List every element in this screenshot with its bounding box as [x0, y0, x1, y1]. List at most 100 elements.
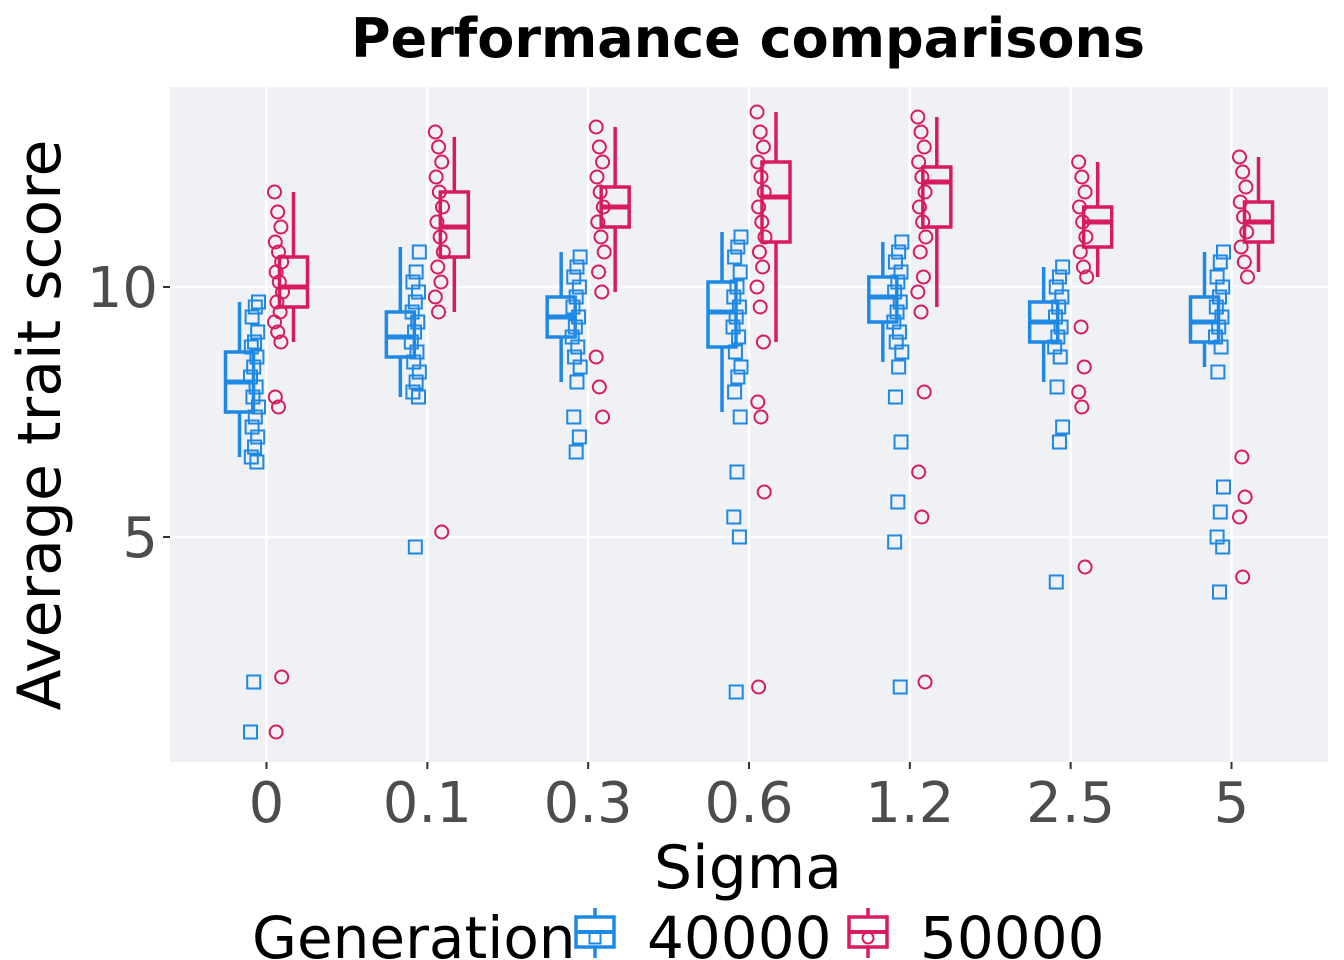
data-point — [249, 454, 265, 470]
data-point — [1215, 539, 1231, 555]
data-point — [429, 214, 445, 230]
data-point — [892, 294, 908, 310]
data-point — [407, 294, 423, 310]
data-point — [1078, 229, 1094, 245]
data-point — [590, 214, 606, 230]
data-point — [411, 244, 427, 260]
data-point — [751, 679, 767, 695]
legend-key-40000 — [574, 908, 616, 958]
data-point — [1233, 239, 1249, 255]
data-point — [1232, 149, 1247, 165]
data-point — [1053, 319, 1069, 335]
legend-key-50000 — [847, 908, 889, 958]
data-point — [894, 344, 910, 360]
data-point — [755, 139, 771, 155]
data-point — [428, 169, 444, 185]
data-point — [751, 244, 767, 260]
box — [921, 165, 953, 229]
data-point — [731, 329, 747, 345]
data-point — [733, 229, 749, 245]
data-point — [1237, 489, 1253, 505]
data-point — [1238, 179, 1254, 195]
data-point — [752, 299, 768, 315]
data-point — [267, 389, 283, 405]
data-point — [1232, 509, 1247, 525]
data-point — [887, 389, 903, 405]
data-point — [273, 334, 289, 350]
data-point — [271, 399, 286, 415]
data-point — [569, 374, 585, 390]
data-point — [568, 444, 584, 460]
data-point — [916, 139, 932, 155]
data-point — [572, 359, 588, 375]
data-point — [887, 534, 903, 550]
x-tick-label: 0.6 — [704, 771, 793, 836]
data-point — [571, 429, 587, 445]
legend-marker — [861, 931, 875, 945]
data-point — [755, 334, 771, 350]
data-point — [890, 494, 906, 510]
data-point — [1212, 254, 1228, 270]
data-point — [566, 409, 582, 425]
data-point — [270, 204, 286, 220]
data-point — [727, 249, 743, 265]
data-point — [1214, 309, 1230, 325]
data-point — [1051, 269, 1067, 285]
axes: 5 10 0 0.1 0.3 0.6 1.2 2.5 5 — [87, 256, 1250, 836]
data-point — [1073, 319, 1089, 335]
data-point — [267, 314, 282, 330]
data-point — [408, 264, 424, 280]
data-point — [916, 384, 932, 400]
legend-marker — [588, 931, 602, 945]
data-point — [1052, 349, 1068, 365]
box — [760, 160, 792, 244]
data-point — [569, 259, 585, 275]
data-point — [270, 324, 286, 340]
y-tick-label: 10 — [87, 256, 158, 321]
data-point — [732, 264, 748, 280]
data-point — [893, 264, 909, 280]
data-point — [751, 199, 767, 215]
data-point — [435, 199, 451, 215]
data-point — [750, 394, 766, 410]
data-point — [1216, 479, 1231, 495]
data-point — [591, 379, 607, 395]
data-point — [911, 154, 927, 170]
data-point — [728, 684, 744, 700]
data-point — [756, 484, 772, 500]
x-tick-label: 0.3 — [544, 771, 633, 836]
data-point — [248, 379, 264, 395]
data-point — [433, 274, 449, 290]
data-point — [596, 244, 612, 260]
data-point — [268, 264, 284, 280]
data-point — [591, 264, 607, 280]
data-point — [1079, 269, 1095, 285]
data-point — [1210, 364, 1226, 380]
data-point — [434, 154, 450, 170]
data-point — [269, 294, 285, 310]
data-point — [251, 294, 266, 310]
x-tick-label: 1.2 — [865, 771, 954, 836]
data-point — [1072, 244, 1088, 260]
data-point — [1077, 559, 1093, 575]
grid-lines — [170, 87, 1328, 762]
data-point — [250, 429, 266, 445]
data-point — [892, 679, 908, 695]
data-point — [427, 289, 443, 305]
data-point — [894, 234, 910, 250]
data-point — [434, 524, 450, 540]
data-point — [431, 304, 447, 320]
data-point — [726, 509, 742, 525]
data-point — [1077, 184, 1093, 200]
data-point — [1212, 584, 1227, 600]
data-point — [733, 359, 749, 375]
data-point — [893, 434, 909, 450]
data-point — [915, 269, 931, 285]
legend-title: Generation — [252, 904, 576, 960]
data-point — [1076, 359, 1092, 375]
data-point — [1055, 259, 1071, 275]
x-tick-label: 2.5 — [1026, 771, 1115, 836]
data-point — [411, 389, 427, 405]
data-point — [1235, 164, 1251, 180]
data-point — [591, 139, 607, 155]
